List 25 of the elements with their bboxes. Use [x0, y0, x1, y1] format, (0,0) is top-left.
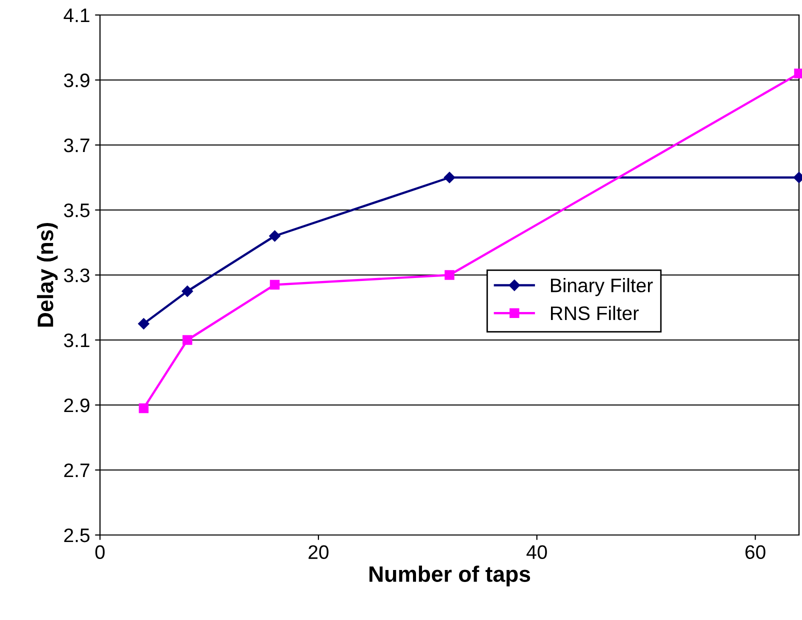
- point: [269, 230, 280, 242]
- legend-label: Binary Filter: [551, 278, 653, 296]
- y-tick-label: 4.1: [64, 8, 90, 22]
- point: [182, 286, 193, 297]
- point: [270, 280, 280, 290]
- point: [444, 270, 454, 280]
- y-tick-label: 3.7: [64, 138, 90, 152]
- x-tick-label: 40: [526, 545, 547, 560]
- y-tick-label: 3.9: [64, 73, 90, 88]
- x-axis-title: Number of taps: [370, 566, 530, 586]
- point: [182, 335, 192, 345]
- y-tick-label: 3.3: [64, 268, 90, 282]
- y-axis-title: Delay (ns): [36, 222, 58, 327]
- y-tick-label: 3.1: [64, 333, 90, 348]
- y-tick-label: 2.7: [64, 463, 90, 478]
- legend-label: RNS Filter: [551, 306, 639, 320]
- y-tick-label: 2.9: [64, 398, 90, 412]
- x-tick-label: 0: [95, 545, 105, 560]
- x-tick-label: 20: [308, 545, 328, 560]
- y-tick-label: 3.5: [64, 203, 90, 218]
- x-tick-label: 60: [745, 545, 766, 560]
- point: [138, 403, 149, 414]
- y-tick-label: 2.5: [64, 528, 90, 542]
- point: [444, 172, 456, 184]
- point: [138, 318, 150, 330]
